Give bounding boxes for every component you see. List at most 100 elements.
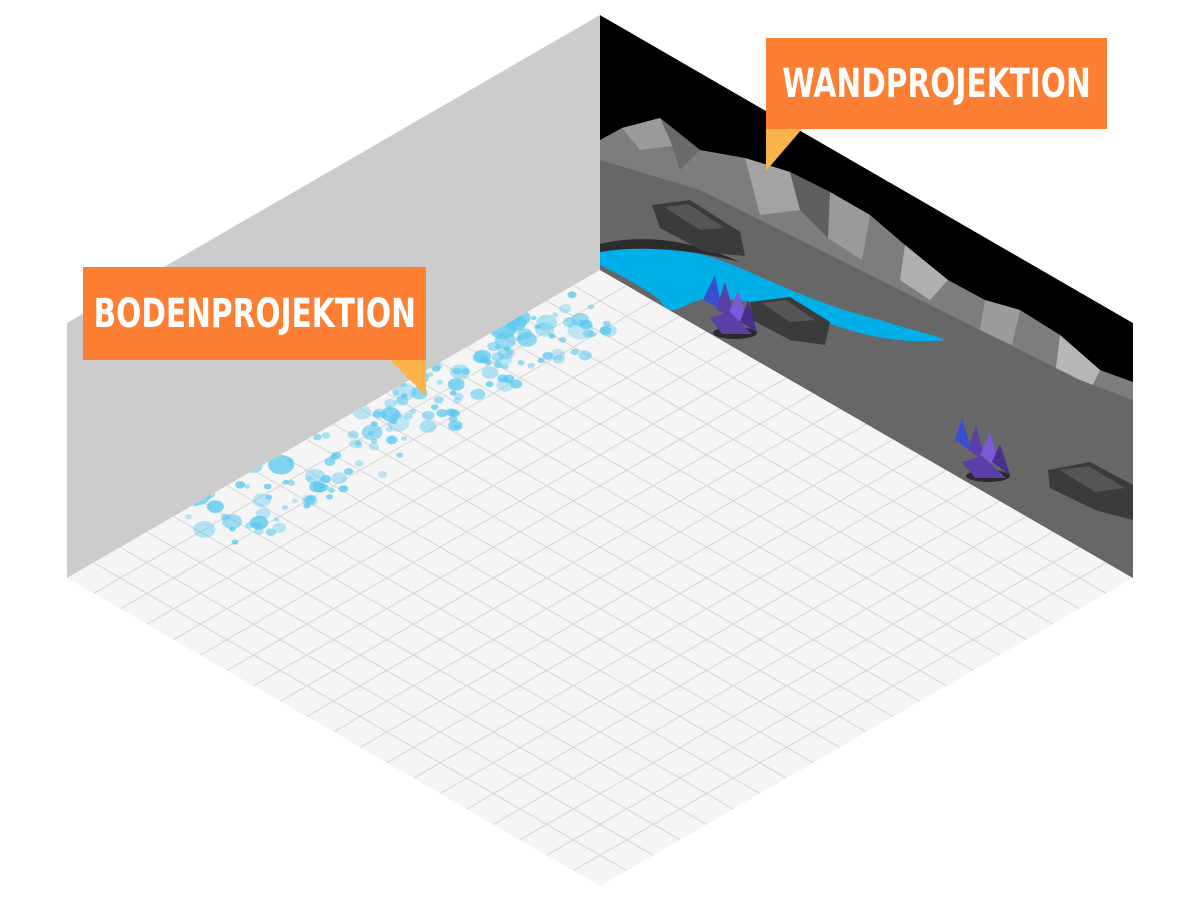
- bubble: [485, 381, 494, 388]
- bubble: [497, 346, 515, 360]
- bubble: [510, 379, 523, 389]
- bubble: [328, 488, 335, 493]
- bubble: [535, 322, 554, 337]
- ship-icon: [1048, 462, 1133, 520]
- bubble: [206, 500, 224, 513]
- grid-line: [253, 469, 787, 779]
- mountain-landscape-icon: [600, 118, 1133, 578]
- bubble: [370, 421, 378, 427]
- bubble: [501, 363, 509, 370]
- bubble: [419, 420, 437, 433]
- bubble: [303, 503, 311, 509]
- bubble: [396, 452, 404, 458]
- bubble: [249, 515, 269, 530]
- grid-line: [386, 454, 921, 764]
- bubble: [324, 457, 336, 467]
- bubble: [431, 365, 441, 372]
- grid-line: [120, 546, 654, 856]
- bubble: [537, 357, 545, 364]
- bubble: [354, 460, 364, 467]
- grid-line: [226, 485, 761, 795]
- bubble: [244, 484, 251, 489]
- bubble: [567, 320, 594, 340]
- bubble: [548, 333, 556, 339]
- bubble: [281, 505, 289, 510]
- bubble: [534, 324, 541, 330]
- bubble: [430, 404, 439, 410]
- bubble: [404, 412, 413, 420]
- bubble: [320, 475, 332, 484]
- bubble: [473, 349, 492, 364]
- river-icon: [600, 246, 945, 342]
- bubble: [578, 350, 592, 361]
- bubble: [436, 409, 448, 418]
- floor-callout-pointer: [390, 360, 426, 396]
- wall-projection-scene: [600, 15, 1133, 578]
- crystal-icon: [703, 275, 757, 339]
- bubble: [367, 430, 375, 436]
- bubble: [305, 475, 313, 482]
- floor-projection-label: BODENPROJEKTION: [83, 267, 426, 360]
- bubble: [396, 396, 409, 406]
- grid-line: [439, 485, 974, 795]
- bubble: [338, 485, 349, 493]
- bubble: [231, 539, 239, 545]
- bubble: [263, 483, 272, 490]
- bubble: [588, 331, 597, 338]
- bubble: [347, 430, 359, 439]
- bubble: [355, 442, 363, 449]
- floor-grid: [93, 284, 1107, 872]
- bubble: [470, 388, 486, 400]
- bubble: [567, 291, 577, 299]
- bubble: [587, 304, 595, 310]
- bubble: [481, 366, 499, 379]
- bubble: [461, 368, 471, 375]
- grid-line: [93, 562, 627, 872]
- grid-line: [279, 454, 814, 764]
- bubble: [453, 392, 464, 401]
- bubble: [452, 367, 462, 375]
- ship-icon: [652, 200, 745, 256]
- bubble: [500, 355, 513, 364]
- bubble: [354, 440, 362, 446]
- bubble: [273, 517, 280, 522]
- bubble: [559, 304, 572, 314]
- bubble: [368, 442, 379, 451]
- wall-projection-label: WANDPROJEKTION: [766, 38, 1107, 129]
- bubble: [449, 409, 460, 418]
- bubble: [287, 457, 294, 463]
- bubble: [454, 424, 461, 430]
- bubble: [536, 314, 557, 331]
- bubble: [385, 426, 393, 432]
- bubble: [491, 352, 505, 362]
- grid-line: [493, 515, 1027, 825]
- bubble: [254, 527, 264, 535]
- bubble: [550, 348, 565, 361]
- grid-line: [359, 438, 894, 748]
- bubble: [558, 337, 567, 343]
- bubble: [304, 496, 316, 505]
- bubble: [265, 528, 276, 536]
- bubble: [265, 494, 273, 500]
- wall-projection-label-text: WANDPROJEKTION: [782, 60, 1091, 107]
- floor-projection-label-text: BODENPROJEKTION: [93, 290, 416, 337]
- bubble: [599, 326, 612, 335]
- bubble: [344, 468, 354, 476]
- bubble: [504, 346, 511, 352]
- grid-line: [413, 469, 947, 779]
- bubble: [497, 374, 509, 383]
- bubble: [449, 390, 457, 396]
- bubble: [312, 482, 326, 493]
- bubble: [372, 410, 382, 418]
- bubble: [193, 521, 216, 538]
- bubble: [304, 468, 326, 485]
- bubble: [552, 355, 565, 364]
- bubble: [433, 396, 444, 404]
- bubble: [184, 514, 193, 520]
- bubble: [527, 362, 536, 369]
- bubble: [235, 481, 246, 489]
- grid-line: [519, 531, 1054, 841]
- bubble: [282, 479, 289, 485]
